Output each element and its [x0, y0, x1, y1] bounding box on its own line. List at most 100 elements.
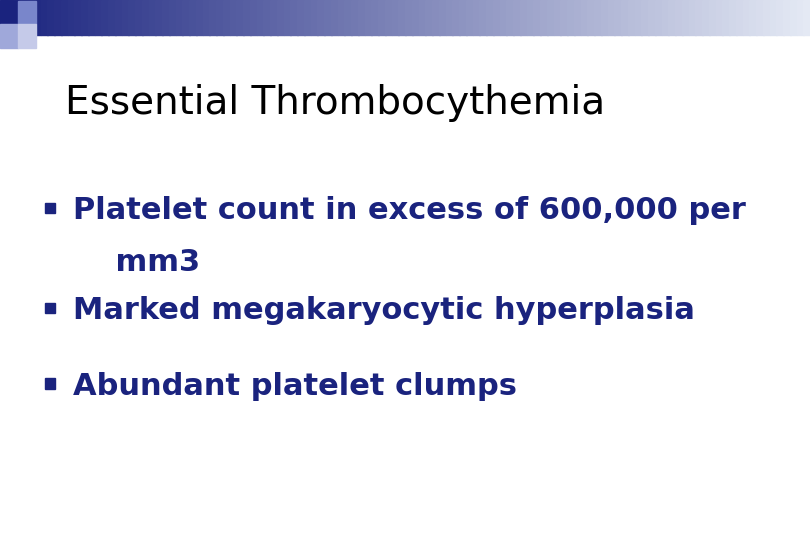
Bar: [385, 0, 392, 35]
Bar: [196, 0, 203, 35]
Bar: [81, 0, 88, 35]
Bar: [87, 0, 96, 35]
Bar: [47, 0, 55, 35]
Bar: [40, 0, 48, 35]
Bar: [466, 0, 473, 35]
Bar: [533, 0, 541, 35]
Bar: [101, 0, 109, 35]
Bar: [249, 0, 258, 35]
Bar: [378, 0, 386, 35]
Text: Abundant platelet clumps: Abundant platelet clumps: [73, 372, 517, 401]
Bar: [223, 0, 230, 35]
Bar: [715, 0, 723, 35]
Bar: [654, 0, 663, 35]
Bar: [324, 0, 331, 35]
Bar: [763, 0, 770, 35]
Bar: [628, 0, 635, 35]
Bar: [804, 0, 810, 35]
Bar: [573, 0, 582, 35]
Bar: [75, 0, 82, 35]
Bar: [735, 0, 744, 35]
Bar: [54, 0, 62, 35]
Bar: [0, 24, 18, 48]
Bar: [526, 0, 534, 35]
Bar: [290, 0, 298, 35]
Bar: [601, 0, 608, 35]
Bar: [270, 0, 278, 35]
Bar: [0, 0, 7, 35]
Bar: [472, 0, 480, 35]
Bar: [371, 0, 379, 35]
Bar: [587, 0, 595, 35]
Bar: [662, 0, 669, 35]
Bar: [344, 0, 352, 35]
Bar: [263, 0, 271, 35]
Bar: [45, 302, 55, 313]
Bar: [61, 0, 68, 35]
Bar: [695, 0, 703, 35]
Text: mm3: mm3: [73, 247, 200, 276]
Bar: [202, 0, 210, 35]
Bar: [6, 0, 15, 35]
Bar: [553, 0, 561, 35]
Bar: [723, 0, 730, 35]
Bar: [702, 0, 710, 35]
Bar: [162, 0, 169, 35]
Bar: [338, 0, 345, 35]
Bar: [45, 203, 55, 213]
Bar: [783, 0, 791, 35]
Bar: [34, 0, 41, 35]
Text: Essential Thrombocythemia: Essential Thrombocythemia: [65, 84, 605, 122]
Bar: [229, 0, 237, 35]
Bar: [486, 0, 493, 35]
Bar: [364, 0, 372, 35]
Bar: [176, 0, 183, 35]
Bar: [115, 0, 122, 35]
Bar: [95, 0, 102, 35]
Bar: [796, 0, 804, 35]
Bar: [237, 0, 244, 35]
Bar: [405, 0, 412, 35]
Bar: [45, 378, 55, 389]
Bar: [614, 0, 622, 35]
Bar: [0, 1, 18, 24]
Bar: [156, 0, 163, 35]
Bar: [304, 0, 311, 35]
Bar: [480, 0, 487, 35]
Bar: [20, 0, 28, 35]
Bar: [743, 0, 750, 35]
Bar: [446, 0, 453, 35]
Bar: [756, 0, 764, 35]
Bar: [540, 0, 548, 35]
Text: Platelet count in excess of 600,000 per: Platelet count in excess of 600,000 per: [73, 196, 746, 225]
Bar: [425, 0, 433, 35]
Text: Marked megakaryocytic hyperplasia: Marked megakaryocytic hyperplasia: [73, 296, 695, 325]
Bar: [513, 0, 521, 35]
Bar: [399, 0, 406, 35]
Bar: [648, 0, 655, 35]
Bar: [297, 0, 305, 35]
Bar: [567, 0, 574, 35]
Bar: [330, 0, 339, 35]
Bar: [561, 0, 568, 35]
Bar: [277, 0, 284, 35]
Bar: [688, 0, 696, 35]
Bar: [18, 24, 36, 48]
Bar: [790, 0, 797, 35]
Bar: [108, 0, 116, 35]
Bar: [500, 0, 507, 35]
Bar: [148, 0, 156, 35]
Bar: [749, 0, 757, 35]
Bar: [432, 0, 440, 35]
Bar: [182, 0, 190, 35]
Bar: [351, 0, 359, 35]
Bar: [189, 0, 197, 35]
Bar: [122, 0, 129, 35]
Bar: [391, 0, 399, 35]
Bar: [411, 0, 420, 35]
Bar: [506, 0, 514, 35]
Bar: [310, 0, 318, 35]
Bar: [318, 0, 325, 35]
Bar: [634, 0, 642, 35]
Bar: [581, 0, 588, 35]
